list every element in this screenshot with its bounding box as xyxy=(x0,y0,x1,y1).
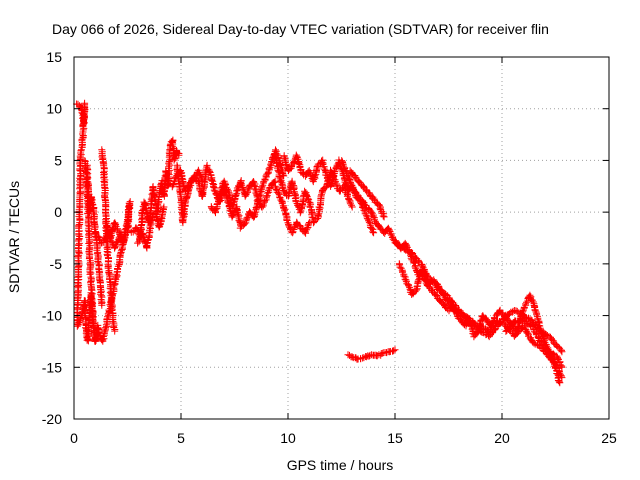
y-axis-label: SDTVAR / TECUs xyxy=(6,181,22,293)
data-point-markers xyxy=(271,152,356,227)
x-tick-label: 25 xyxy=(601,430,617,446)
y-tick-label: -5 xyxy=(50,256,63,272)
data-points xyxy=(73,99,566,387)
data-point-markers xyxy=(168,166,206,195)
y-tick-label: 10 xyxy=(46,101,62,117)
data-point-markers xyxy=(346,167,388,221)
axis-ticks: 0 5 10 15 20 25 15 10 5 0 -5 -10 -15 -20 xyxy=(42,49,617,446)
data-series-segment xyxy=(207,146,288,217)
data-series-segment xyxy=(502,316,566,371)
data-point-markers xyxy=(224,177,279,232)
y-tick-label: 15 xyxy=(46,49,62,65)
chart-title: Day 066 of 2026, Sidereal Day-to-day VTE… xyxy=(52,21,549,37)
data-point-markers xyxy=(127,136,183,242)
data-point-markers xyxy=(207,146,288,217)
data-point-markers xyxy=(344,346,399,363)
x-tick-label: 15 xyxy=(387,430,403,446)
data-series-segment xyxy=(271,152,356,227)
data-series-segment xyxy=(346,167,388,221)
y-tick-label: -15 xyxy=(42,359,62,375)
y-tick-label: -10 xyxy=(42,308,62,324)
data-series-segment xyxy=(91,229,125,252)
data-point-markers xyxy=(83,161,106,309)
x-tick-label: 10 xyxy=(280,430,296,446)
x-tick-label: 5 xyxy=(177,430,185,446)
x-axis-label: GPS time / hours xyxy=(287,457,394,473)
data-point-markers xyxy=(502,316,566,371)
plot-frame xyxy=(73,56,610,420)
data-series-segment xyxy=(168,166,206,195)
data-point-markers xyxy=(134,203,168,252)
x-tick-label: 0 xyxy=(70,430,78,446)
data-point-markers xyxy=(271,182,313,237)
data-point-markers xyxy=(91,229,125,252)
data-series-segment xyxy=(271,182,313,237)
data-series-segment xyxy=(344,346,399,363)
x-tick-label: 20 xyxy=(494,430,510,446)
data-series-segment xyxy=(224,177,279,232)
y-tick-label: -20 xyxy=(42,411,62,427)
data-series-segment xyxy=(134,203,168,252)
data-series-segment xyxy=(127,136,183,242)
data-point-markers xyxy=(395,260,566,382)
y-tick-label: 5 xyxy=(54,152,62,168)
y-tick-label: 0 xyxy=(54,204,62,220)
data-series-segment xyxy=(395,260,566,382)
data-series-segment xyxy=(83,161,106,309)
